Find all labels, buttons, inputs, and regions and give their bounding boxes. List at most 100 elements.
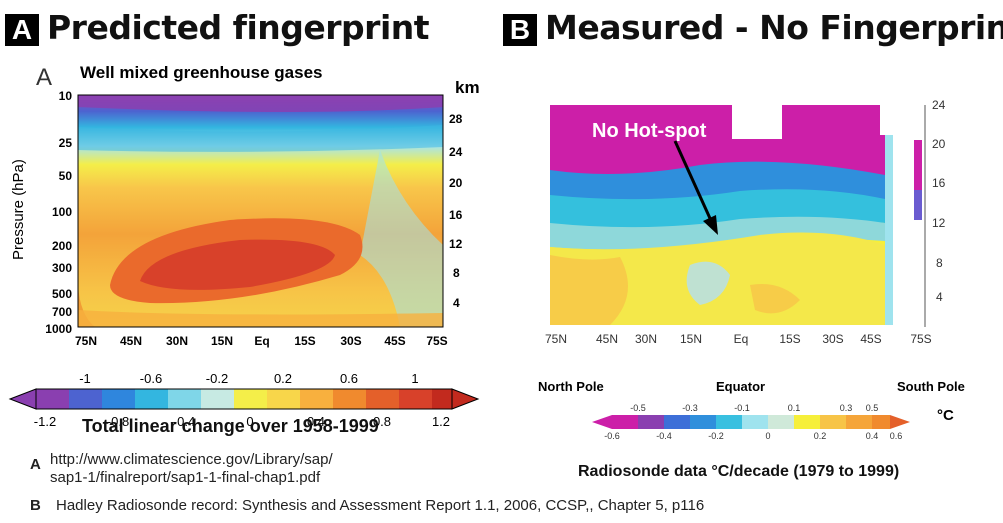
panel-b-equator: Equator [716,379,765,394]
reference-a-line2: sap1-1/finalreport/sap1-1-final-chap1.pd… [50,469,321,486]
colorbar-b-top-05: 0.5 [866,403,879,413]
panel-b-x-ticks: 75N 45N 30N 15N Eq 15S 30S 45S 75S [545,332,932,346]
colorbar-b-top-03: 0.3 [840,403,853,413]
colorbar-b-top-m03: -0.3 [682,403,698,413]
colorbar-b-bot-04: 0.4 [866,431,879,441]
colorbar-a-bot-m12: -1.2 [34,414,56,429]
panel-b-y2tick-24: 24 [932,98,946,112]
colorbar-a-bot-12: 1.2 [432,414,450,429]
panel-b-north-pole: North Pole [538,379,604,394]
panel-b-xtick-45n: 45N [596,332,618,346]
panel-a-xtick-15s: 15S [294,334,315,348]
panel-a-y2tick-28: 28 [449,112,463,126]
panel-b-y2tick-16: 16 [932,176,946,190]
reference-a-letter: A [30,456,41,473]
panel-a-ytick-300: 300 [52,261,72,275]
panel-b-colorbar-ticks-top: -0.5 -0.3 -0.1 0.1 0.3 0.5 [630,403,878,413]
panel-b-unit: °C [937,407,954,424]
colorbar-b-bot-0: 0 [765,431,770,441]
colorbar-a-bot-04: 0.4 [307,414,325,429]
panel-a-colorbar-ticks-bottom: -1.2 -0.8 -0.4 0 0.4 0.8 1.2 [34,414,450,429]
colorbar-a-bot-0: 0 [246,414,253,429]
panel-b-caption: Radiosonde data °C/decade (1979 to 1999) [578,463,900,480]
panel-a-xtick-45s: 45S [384,334,405,348]
panel-b-y2tick-12: 12 [932,216,946,230]
panel-a-field [78,95,443,327]
panel-b-xtick-30s: 30S [822,332,843,346]
colorbar-b-top-m01: -0.1 [734,403,750,413]
colorbar-b-bot-06: 0.6 [890,431,903,441]
reference-a-line1: http://www.climatescience.gov/Library/sa… [50,451,333,468]
colorbar-b-top-01: 0.1 [788,403,801,413]
colorbar-b-bot-m04: -0.4 [656,431,672,441]
panel-a-chart: A Well mixed greenhouse gases km Pressur… [8,63,480,429]
colorbar-b-bot-m06: -0.6 [604,431,620,441]
panel-a-ytick-500: 500 [52,287,72,301]
panel-a-xtick-75s: 75S [426,334,447,348]
panel-a-xtick-30n: 30N [166,334,188,348]
panel-a-ytick-25: 25 [59,136,73,150]
panel-a-x-ticks: 75N 45N 30N 15N Eq 15S 30S 45S 75S [75,334,448,348]
colorbar-a-top-02: 0.2 [274,371,292,386]
colorbar-a-bot-08: 0.8 [373,414,391,429]
panel-a-ytick-200: 200 [52,239,72,253]
panel-a-ytick-700: 700 [52,305,72,319]
panel-b-south-pole: South Pole [897,379,965,394]
panel-a-y2tick-20: 20 [449,176,463,190]
panel-a-xtick-30s: 30S [340,334,361,348]
panel-a-ytick-10: 10 [59,89,73,103]
panel-a-colorbar-ticks-top: -1 -0.6 -0.2 0.2 0.6 1 [79,371,418,386]
colorbar-b-top-m05: -0.5 [630,403,646,413]
panel-a-y2tick-16: 16 [449,208,463,222]
panel-a-xtick-45n: 45N [120,334,142,348]
panel-b-colorbar [592,415,910,429]
panel-a-ytick-50: 50 [59,169,73,183]
colorbar-b-bot-m02: -0.2 [708,431,724,441]
panel-b-colorbar-ticks-bottom: -0.6 -0.4 -0.2 0 0.2 0.4 0.6 [604,431,902,441]
panel-b-xtick-eq: Eq [734,332,749,346]
panel-b-y2tick-4: 4 [936,290,943,304]
panel-a-xtick-75n: 75N [75,334,97,348]
colorbar-a-bot-m04: -0.4 [173,414,195,429]
reference-b-line: Hadley Radiosonde record: Synthesis and … [56,497,705,514]
panel-a-badge: A [5,14,39,46]
panel-b-xtick-75s: 75S [910,332,931,346]
panel-b-xtick-45s: 45S [860,332,881,346]
panel-a-letter: A [36,64,52,91]
panel-a-subtitle: Well mixed greenhouse gases [80,63,323,82]
panel-b-xtick-30n: 30N [635,332,657,346]
colorbar-a-top-m1: -1 [79,371,91,386]
colorbar-b-bot-02: 0.2 [814,431,827,441]
panel-b-xtick-15n: 15N [680,332,702,346]
panel-a-y2-ticks: 28 24 20 16 12 8 4 [449,112,463,310]
panel-a-colorbar [8,388,480,410]
panel-b-chart: No Hot-spot 24 20 16 12 8 4 75N 45N 30N … [538,98,965,441]
panel-b-gap [732,105,782,139]
panel-a-ytick-1000: 1000 [45,322,72,336]
colorbar-a-top-06: 0.6 [340,371,358,386]
reference-b-letter: B [30,497,41,514]
panel-a-y-ticks: 10 25 50 100 200 300 500 700 1000 [45,89,72,336]
panel-b-y2tick-20: 20 [932,137,946,151]
panel-b-y2tick-8: 8 [936,256,943,270]
colorbar-a-top-m06: -0.6 [140,371,162,386]
colorbar-a-top-1: 1 [411,371,418,386]
panel-a-y2tick-24: 24 [449,145,463,159]
panel-a-y2tick-12: 12 [449,237,463,251]
colorbar-a-bot-m08: -0.8 [107,414,129,429]
panel-a-km-label: km [455,78,480,97]
panel-a-xtick-15n: 15N [211,334,233,348]
panel-b-badge: B [503,14,537,46]
panel-a-y2tick-8: 8 [453,266,460,280]
panel-a-ytick-100: 100 [52,205,72,219]
panel-a-y2tick-4: 4 [453,296,460,310]
panel-b-y2-ticks: 24 20 16 12 8 4 [932,98,946,304]
panel-b-xtick-15s: 15S [779,332,800,346]
panel-a-ylabel: Pressure (hPa) [10,159,27,260]
panel-a-title: Predicted fingerprint [47,8,430,47]
panel-a-colorbar-title: Total linear change over 1958-1999 [82,416,379,436]
panel-b-field [550,105,893,325]
panel-b-annotation: No Hot-spot [592,120,707,142]
colorbar-a-top-m02: -0.2 [206,371,228,386]
panel-a-xtick-eq: Eq [254,334,269,348]
